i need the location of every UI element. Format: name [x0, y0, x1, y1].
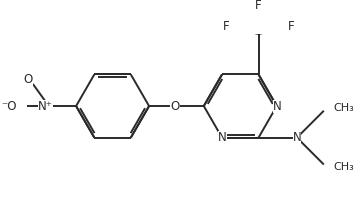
Text: F: F — [288, 20, 295, 33]
Text: CH₃: CH₃ — [334, 103, 354, 113]
Text: CH₃: CH₃ — [334, 162, 354, 172]
Text: O: O — [23, 73, 33, 86]
Text: N: N — [292, 131, 301, 144]
Text: N⁺: N⁺ — [38, 100, 53, 112]
Text: N: N — [273, 100, 282, 112]
Text: F: F — [255, 0, 262, 12]
Text: F: F — [223, 20, 229, 33]
Text: O: O — [170, 100, 180, 112]
Text: N: N — [218, 131, 227, 144]
Text: ⁻O: ⁻O — [1, 100, 17, 112]
